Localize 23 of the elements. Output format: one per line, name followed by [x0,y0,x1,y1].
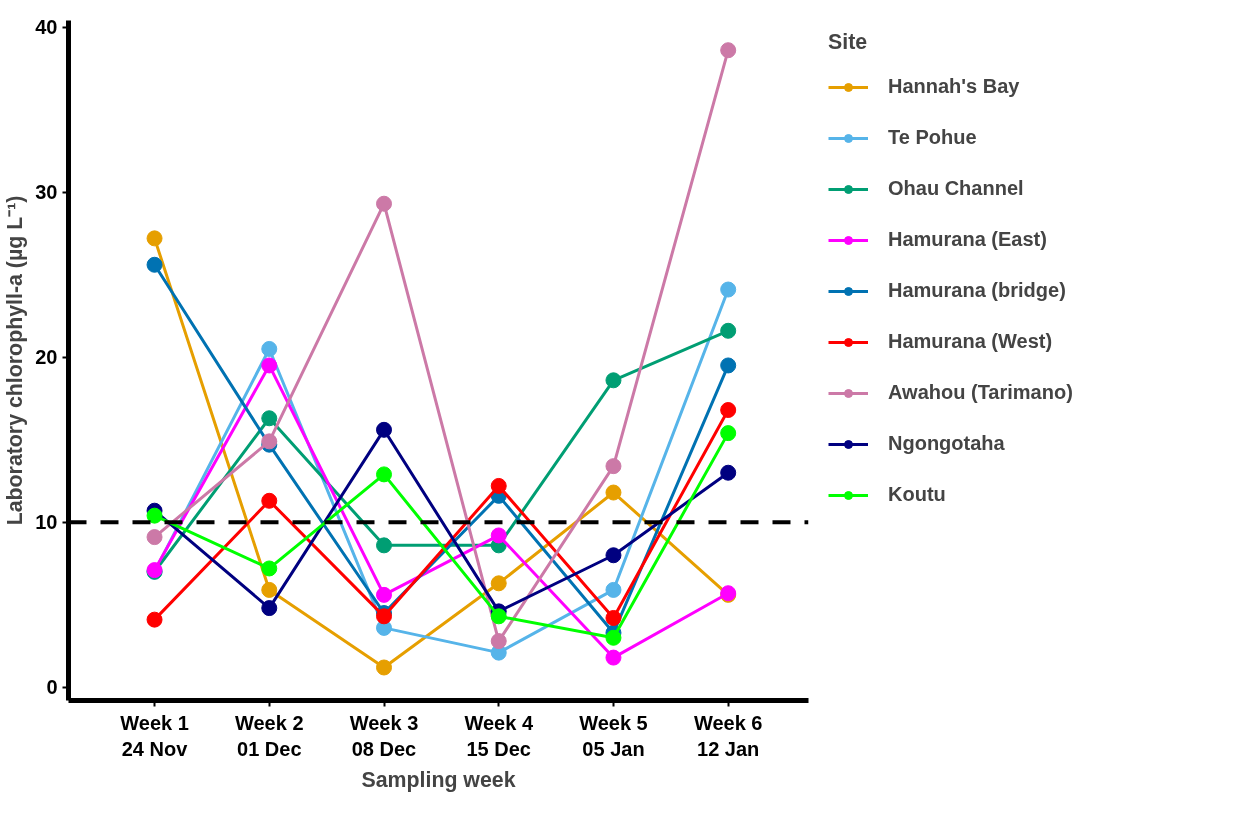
legend-title: Site [828,30,869,55]
x-tick-label: Week 1 24 Nov [120,711,189,760]
x-tick-label: Week 2 01 Dec [234,711,304,760]
x-axis-title: Sampling week [361,767,516,792]
legend-label: Ohau Channel [888,177,1024,200]
x-tick-label: Week 6 12 Jan [693,711,763,760]
y-tick-label: 40 [35,16,58,39]
legend-label: Hannah's Bay [888,75,1020,98]
y-tick-label: 10 [35,511,58,534]
legend-label: Hamurana (East) [888,228,1047,251]
legend-label: Awahou (Tarimano) [888,381,1073,404]
x-tick-label: Week 4 15 Dec [464,711,534,760]
legend-label: Te Pohue [888,126,977,149]
legend-label: Koutu [888,483,946,506]
y-tick-label: 30 [35,181,58,204]
y-tick-label: 20 [35,346,58,369]
legend-label: Hamurana (bridge) [888,279,1066,302]
legend-label: Ngongotaha [888,432,1005,455]
x-tick-label: Week 3 08 Dec [349,711,419,760]
y-tick-label: 0 [46,676,58,699]
legend-label: Hamurana (West) [888,330,1053,353]
x-tick-label: Week 5 05 Jan [579,711,648,760]
y-axis-title: Laboratory chlorophyll-a (µg L⁻¹) [3,195,28,526]
